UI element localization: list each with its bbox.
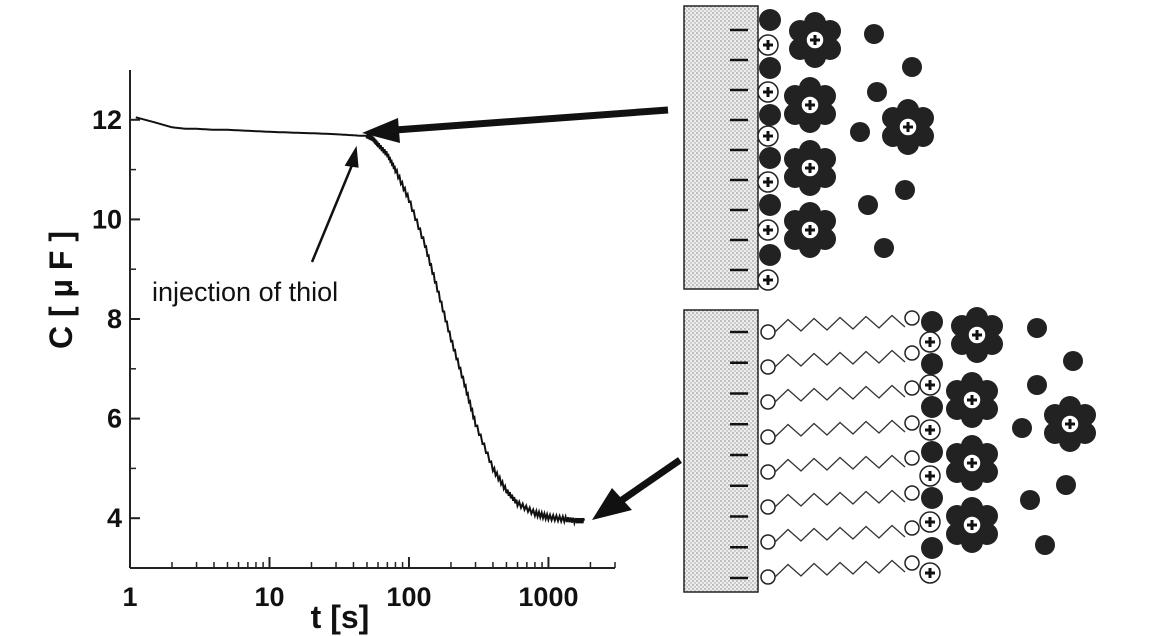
annotations: injection of thiol xyxy=(152,145,359,307)
electrode-top xyxy=(683,5,759,290)
thiol-head xyxy=(760,569,776,585)
thiol-head xyxy=(760,464,776,480)
arrow-to-bottom-schematic xyxy=(592,457,682,520)
chart-axes xyxy=(129,70,615,569)
y-tick-label: 8 xyxy=(107,304,122,334)
thiol-tail xyxy=(904,310,920,326)
y-tick-label: 12 xyxy=(92,105,122,135)
thiol-head xyxy=(760,394,776,410)
x-axis-title: t [s] xyxy=(311,599,370,635)
thiol-head xyxy=(760,499,776,515)
thiol-chain xyxy=(774,489,906,508)
y-ticks xyxy=(130,118,140,520)
thiol-chain xyxy=(774,384,906,403)
annotation-arrow xyxy=(310,163,354,263)
y-tick-labels: 4 6 8 10 12 xyxy=(92,105,122,533)
thiol-head xyxy=(760,359,776,375)
thiol-chain xyxy=(774,349,906,368)
thiol-tail xyxy=(904,485,920,501)
thiol-tail xyxy=(904,380,920,396)
y-tick-label: 4 xyxy=(107,503,122,533)
x-tick-label: 100 xyxy=(386,582,431,612)
x-tick-label: 1 xyxy=(122,582,137,612)
series-line xyxy=(135,116,586,527)
electrode-charges-bottom xyxy=(730,330,748,580)
thiol-tail xyxy=(904,450,920,466)
ion-layer-top xyxy=(756,9,936,292)
annotation-arrowhead xyxy=(344,145,359,168)
y-tick-label: 10 xyxy=(92,204,122,234)
arrow-to-top-schematic xyxy=(362,106,669,143)
y-tick-label: 6 xyxy=(107,404,122,434)
x-tick-labels: 1 10 100 1000 xyxy=(122,582,578,612)
thiol-tail xyxy=(904,415,920,431)
thiol-head xyxy=(760,534,776,550)
annotation-text: injection of thiol xyxy=(152,277,338,307)
thiol-tail xyxy=(904,345,920,361)
thiol-chain xyxy=(774,454,906,473)
thiol-chain xyxy=(774,314,906,333)
thiol-tail xyxy=(904,555,920,571)
schematic-bare-electrode xyxy=(683,5,936,292)
x-tick-label: 1000 xyxy=(518,582,578,612)
schematic-thiol-electrode xyxy=(683,305,1098,593)
electrode-bottom xyxy=(683,309,759,593)
thiol-chain xyxy=(774,419,906,438)
x-ticks xyxy=(129,557,616,568)
thiol-chains xyxy=(760,310,920,585)
y-axis-title: C [ µ F ] xyxy=(43,231,79,349)
thiol-head xyxy=(760,324,776,340)
x-tick-label: 10 xyxy=(254,582,284,612)
thiol-chain xyxy=(774,559,906,578)
thiol-head xyxy=(760,429,776,445)
thiol-tail xyxy=(904,520,920,536)
plot-area xyxy=(135,116,586,527)
electrode-charges-top xyxy=(730,28,748,272)
thiol-chain xyxy=(774,524,906,543)
ion-layer-bottom xyxy=(918,305,1098,585)
